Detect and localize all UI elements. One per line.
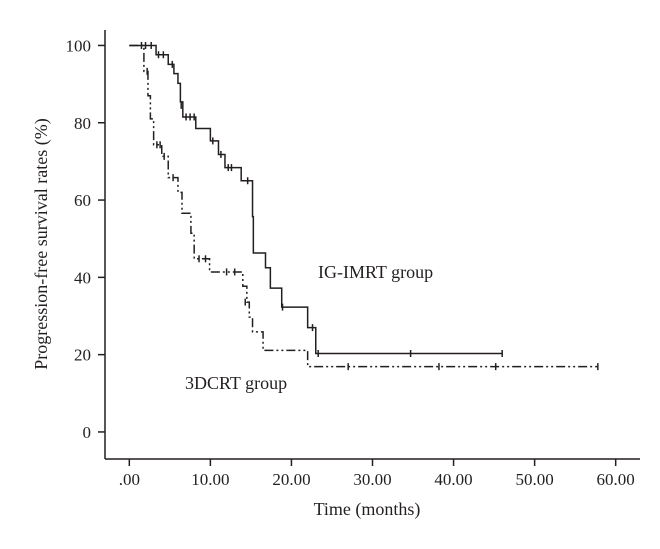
- y-tick-label: 100: [66, 36, 92, 55]
- survival-line-3dcrt-group: [129, 44, 600, 368]
- x-tick-label: .00: [119, 470, 140, 489]
- x-tick-label: 20.00: [272, 470, 310, 489]
- x-tick-label: 30.00: [353, 470, 391, 489]
- x-axis: .00 10.00 20.00 30.00 40.00 50.00 60.00: [105, 458, 640, 489]
- y-axis: 0 20 40 60 80 100: [66, 30, 106, 459]
- annotation-ig-imrt: IG-IMRT group: [318, 262, 433, 282]
- series-3dcrt-group: [129, 41, 600, 371]
- annotation-3dcrt: 3DCRT group: [185, 373, 287, 393]
- y-tick-label: 20: [74, 346, 91, 365]
- y-tick-label: 40: [74, 268, 91, 287]
- x-tick-label: 50.00: [515, 470, 553, 489]
- y-tick-label: 0: [83, 423, 92, 442]
- x-tick-label: 60.00: [597, 470, 635, 489]
- series-ig-imrt-group: [129, 41, 503, 357]
- y-tick-label: 80: [74, 114, 91, 133]
- survival-line-ig-imrt-group: [129, 44, 503, 355]
- x-tick-label: 10.00: [191, 470, 229, 489]
- x-axis-title: Time (months): [314, 499, 421, 520]
- x-tick-label: 40.00: [434, 470, 472, 489]
- y-tick-label: 60: [74, 191, 91, 210]
- y-axis-title: Progression-free survival rates (%): [31, 118, 52, 369]
